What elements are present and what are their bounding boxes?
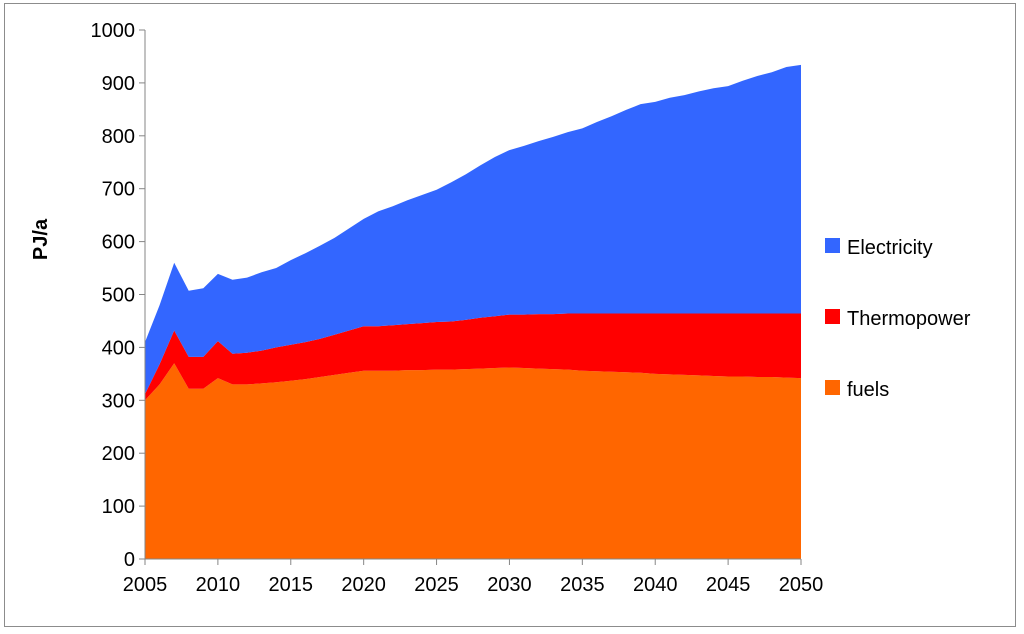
x-tick-label: 2020 (341, 574, 386, 596)
y-tick-label: 400 (102, 337, 135, 359)
x-tick-label: 2010 (196, 574, 241, 596)
legend-label-fuels: fuels (847, 379, 889, 401)
y-tick-label: 600 (102, 232, 135, 254)
y-tick-label: 200 (102, 443, 135, 465)
y-tick-label: 700 (102, 179, 135, 201)
y-tick-label: 900 (102, 73, 135, 95)
y-tick-label: 1000 (91, 20, 136, 42)
x-tick-label: 2045 (706, 574, 751, 596)
x-axis-ticks: 2005 2010 2015 2020 2025 2030 2035 2040 2045 2050 (123, 559, 824, 596)
y-tick-label: 500 (102, 285, 135, 307)
x-tick-label: 2005 (123, 574, 168, 596)
x-tick-label: 2050 (779, 574, 824, 596)
y-tick-label: 300 (102, 390, 135, 412)
area-fuels (145, 363, 801, 559)
x-tick-label: 2040 (633, 574, 678, 596)
legend-swatch-thermopower (825, 309, 840, 324)
y-axis-ticks: 0 100 200 300 400 500 600 700 800 900 1000 (91, 20, 145, 571)
x-tick-label: 2030 (487, 574, 532, 596)
legend: Electricity Thermopower fuels (825, 237, 971, 401)
legend-swatch-electricity (825, 238, 840, 253)
legend-swatch-fuels (825, 380, 840, 395)
area-thermopower (145, 313, 801, 401)
x-tick-label: 2025 (414, 574, 459, 596)
y-axis-label: PJ/a (30, 218, 52, 260)
legend-label-thermopower: Thermopower (847, 308, 971, 330)
y-tick-label: 100 (102, 496, 135, 518)
y-tick-label: 800 (102, 126, 135, 148)
x-tick-label: 2035 (560, 574, 605, 596)
y-tick-label: 0 (124, 549, 135, 571)
legend-label-electricity: Electricity (847, 237, 933, 259)
x-tick-label: 2015 (269, 574, 314, 596)
area-series-group (145, 64, 801, 559)
area-electricity (145, 64, 801, 395)
